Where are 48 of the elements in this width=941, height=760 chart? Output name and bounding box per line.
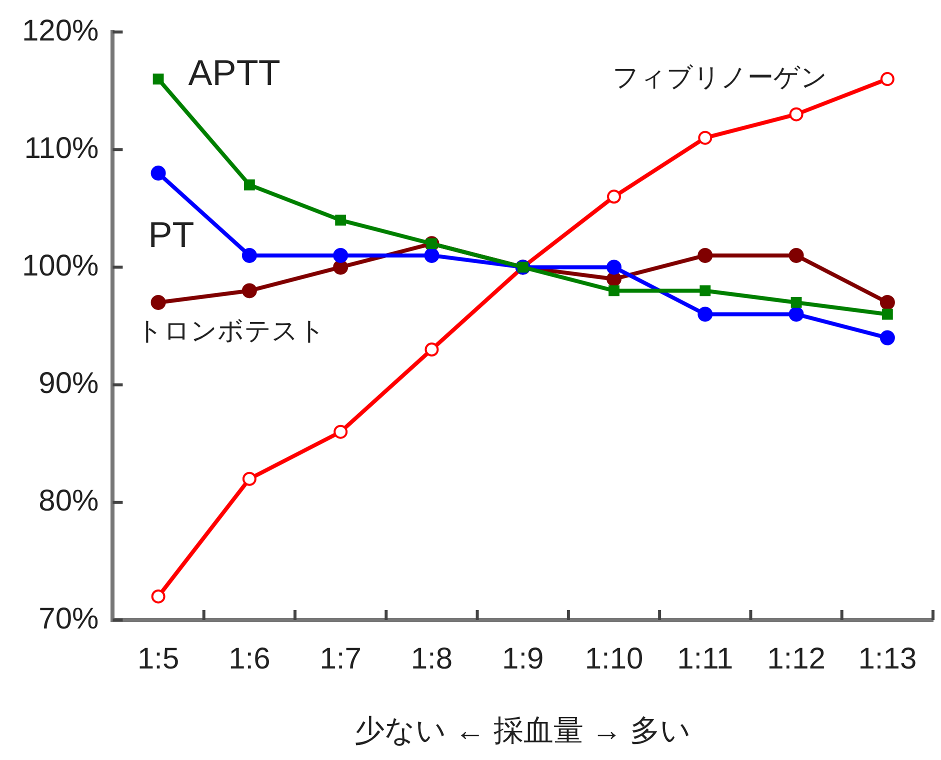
point [152, 74, 164, 84]
point [608, 285, 620, 296]
x-tick-label: 1:11 [677, 642, 734, 676]
point [151, 589, 166, 604]
series-label: トロンボテスト [136, 316, 326, 346]
point [242, 283, 257, 298]
point [242, 248, 257, 263]
point [790, 297, 802, 308]
y-tick-label: 90% [38, 367, 99, 400]
point [150, 294, 166, 310]
point [698, 306, 713, 322]
x-tick-label: 1:13 [858, 642, 917, 676]
point [150, 166, 166, 181]
point [698, 248, 713, 263]
series-label: APTT [188, 52, 280, 93]
point [882, 308, 893, 320]
point [333, 248, 348, 263]
x-tick-label: 1:8 [410, 642, 453, 676]
x-tick-label: 1:7 [320, 642, 362, 676]
series-label: フィブリノーゲン [612, 62, 828, 92]
y-tick-label: 100% [22, 249, 99, 282]
x-tick-label: 1:5 [137, 642, 180, 676]
point [607, 190, 622, 204]
series-label: PT [148, 214, 194, 256]
point [789, 107, 804, 122]
y-tick-label: 80% [38, 484, 99, 518]
point [788, 306, 804, 322]
point [335, 214, 346, 226]
x-tick-label: 1:6 [228, 642, 270, 676]
point [424, 248, 440, 263]
x-tick-label: 1:10 [584, 642, 644, 676]
point [334, 424, 348, 439]
point [424, 342, 439, 357]
point [880, 330, 895, 346]
point [880, 294, 895, 310]
point [244, 179, 255, 190]
point [698, 130, 712, 145]
y-tick-label: 70% [38, 602, 99, 636]
point [880, 72, 894, 86]
point [606, 260, 622, 275]
x-tick-label: 1:12 [767, 642, 826, 676]
x-tick-label: 1:9 [502, 642, 544, 676]
y-tick-label: 120% [22, 14, 99, 48]
point [700, 285, 711, 296]
x-axis-title: 少ない ← 採血量 → 多い [354, 714, 692, 748]
y-tick-label: 110% [24, 132, 99, 165]
point [788, 248, 804, 263]
point [242, 472, 256, 486]
